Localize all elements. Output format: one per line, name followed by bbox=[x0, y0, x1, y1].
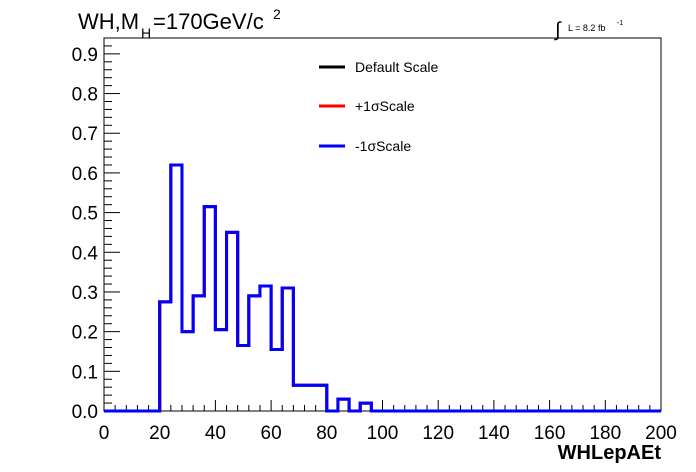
y-tick-label: 0.3 bbox=[72, 283, 98, 304]
histogram-series bbox=[104, 163, 661, 413]
y-tick-label: 0.9 bbox=[72, 45, 98, 66]
series-line bbox=[104, 163, 661, 413]
title-mass: =170GeV/c bbox=[153, 9, 264, 34]
x-tick-label: 80 bbox=[316, 423, 337, 444]
x-axis-title: WHLepAEt bbox=[558, 442, 662, 464]
x-tick-label: 160 bbox=[534, 423, 566, 444]
legend-label: Default Scale bbox=[355, 59, 438, 75]
legend-label: -1σScale bbox=[355, 138, 411, 154]
x-tick-label: 40 bbox=[205, 423, 226, 444]
title-subscript: H bbox=[141, 25, 151, 41]
legend: Default Scale +1σScale -1σScale bbox=[319, 59, 438, 154]
y-tick-label: 0.2 bbox=[72, 323, 98, 344]
y-tick-label: 0.6 bbox=[72, 164, 98, 185]
y-tick-label: 0.8 bbox=[72, 85, 98, 106]
plot-frame bbox=[103, 37, 662, 412]
x-tick-label: 140 bbox=[478, 423, 510, 444]
chart-title: WH,M H =170GeV/c 2 bbox=[78, 6, 281, 41]
y-tick-label: 0.4 bbox=[72, 243, 99, 264]
x-tick-label: 200 bbox=[645, 423, 677, 444]
x-tick-label: 120 bbox=[422, 423, 454, 444]
axis-ticks: 0 20 40 60 80 100 120 140 160 180 200 0.0 0.1 0.2 0.3 0… bbox=[72, 37, 677, 444]
y-tick-label: 0.1 bbox=[72, 362, 98, 383]
legend-label: +1σScale bbox=[355, 98, 415, 114]
lumi-integral-sign: ∫ bbox=[554, 19, 562, 41]
x-tick-label: 180 bbox=[589, 423, 621, 444]
y-tick-label: 0.5 bbox=[72, 204, 98, 225]
title-main: WH,M bbox=[78, 9, 139, 34]
luminosity-label: ∫ L = 8.2 fb -1 bbox=[554, 19, 623, 41]
title-superscript: 2 bbox=[273, 6, 281, 22]
y-tick-label: 0.0 bbox=[72, 402, 98, 423]
x-tick-label: 20 bbox=[149, 423, 170, 444]
lumi-text: L = 8.2 fb bbox=[568, 23, 605, 33]
x-tick-label: 60 bbox=[261, 423, 282, 444]
series-line bbox=[104, 163, 661, 413]
y-tick-label: 0.7 bbox=[72, 124, 98, 145]
series-line bbox=[104, 163, 661, 413]
lumi-superscript: -1 bbox=[617, 20, 623, 27]
x-tick-label: 100 bbox=[367, 423, 399, 444]
x-tick-label: 0 bbox=[99, 423, 110, 444]
